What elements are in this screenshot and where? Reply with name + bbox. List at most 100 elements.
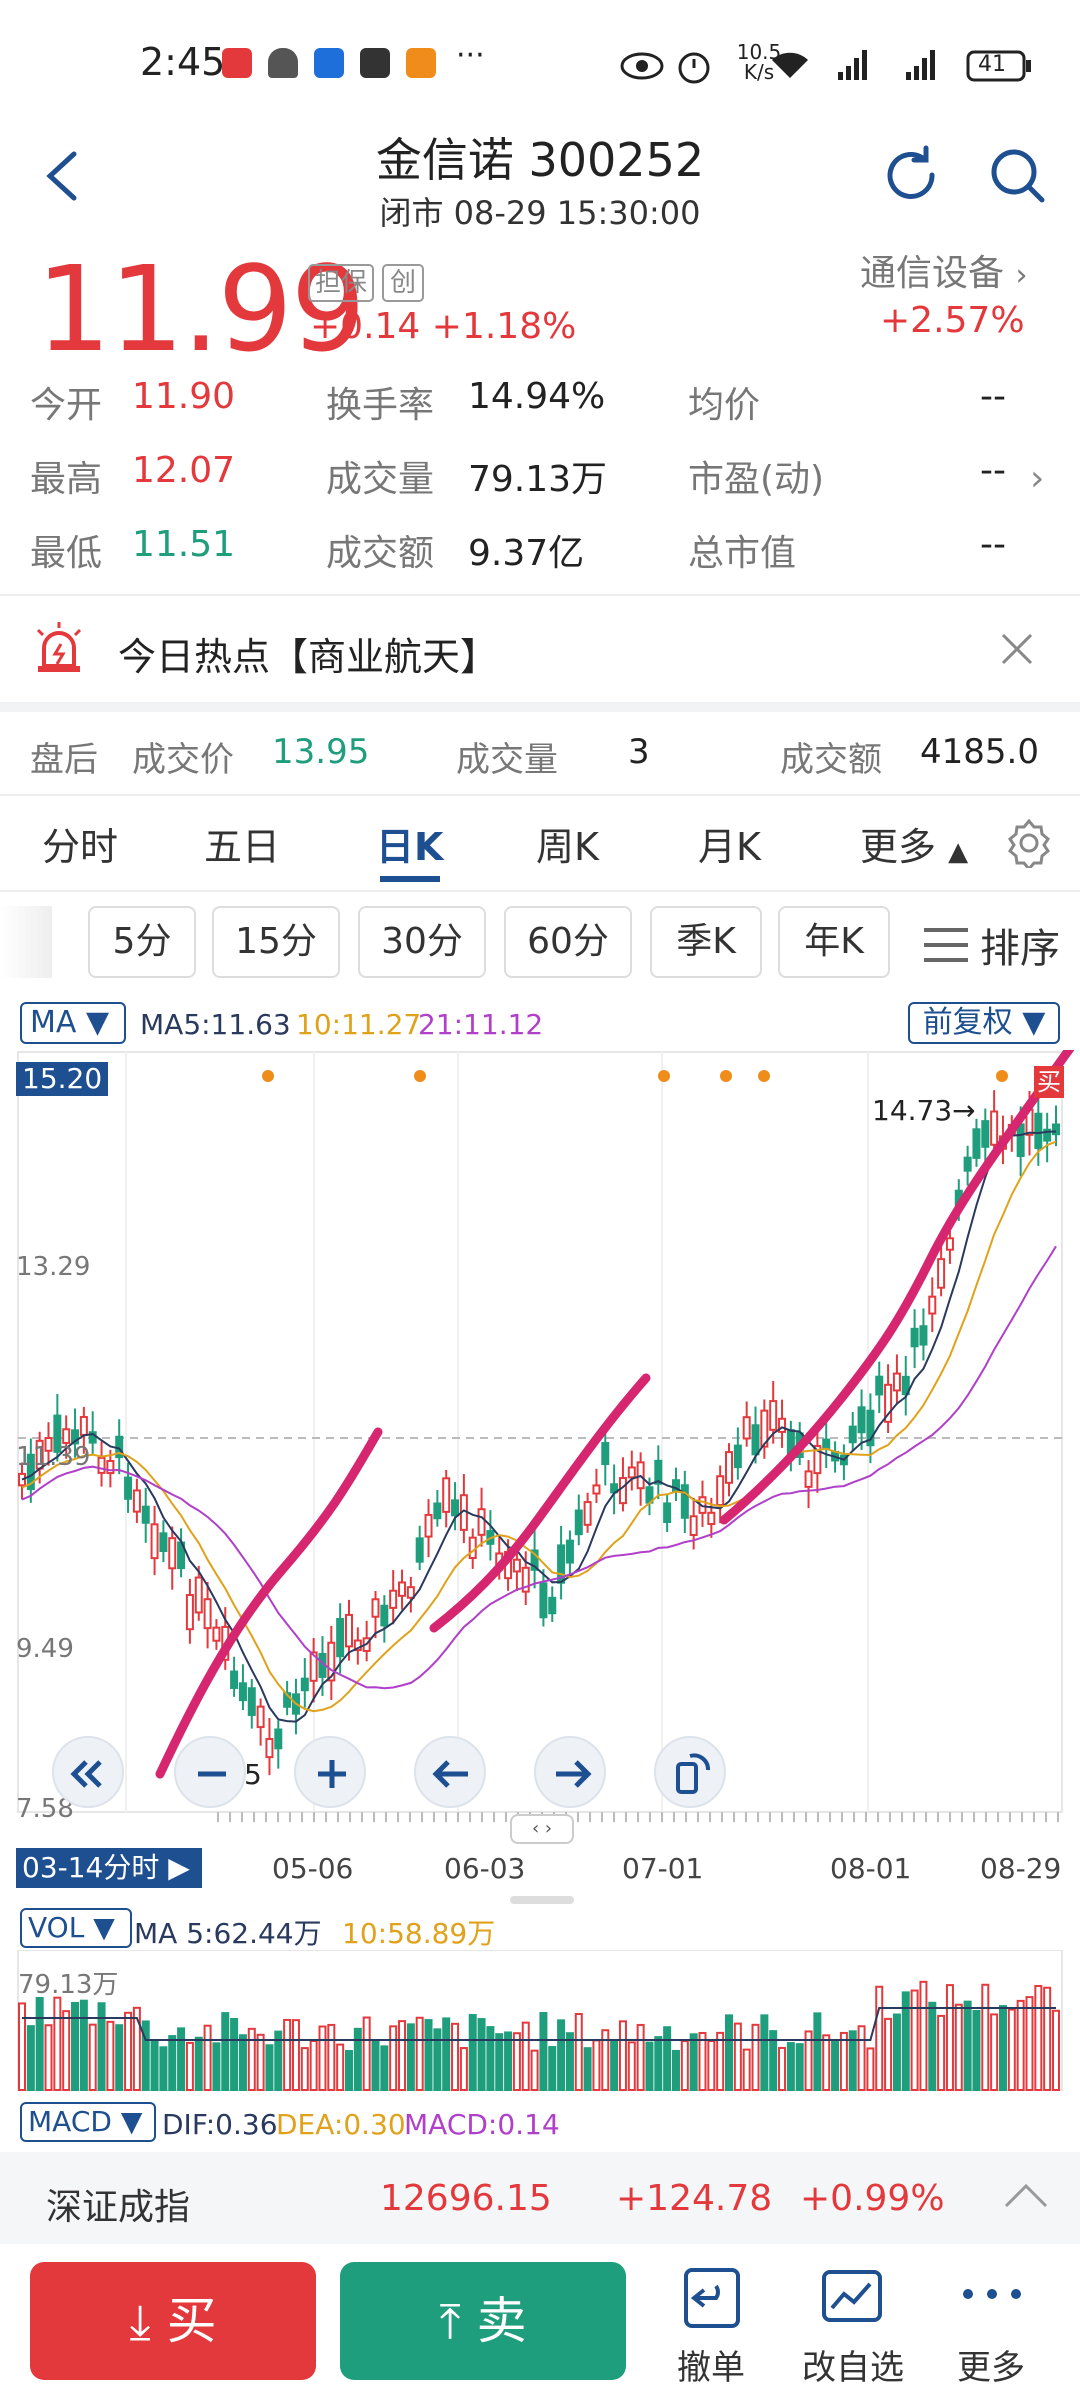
candle	[327, 1641, 336, 1682]
volume-bar	[247, 2027, 256, 2091]
settings-gear-icon[interactable]	[1004, 818, 1054, 868]
candle	[265, 1737, 274, 1759]
index-name: 深证成指	[46, 2187, 191, 2228]
volume-bar	[884, 2017, 893, 2091]
candle	[963, 1156, 972, 1172]
candle	[707, 1511, 716, 1526]
status-time: 2:45	[140, 40, 226, 84]
volume-bar	[769, 2030, 778, 2091]
candle	[26, 1453, 35, 1491]
chart-drag-handle[interactable]: ‹ ›	[510, 1814, 574, 1844]
index-pct: +0.99%	[800, 2178, 945, 2219]
scroll-fade	[0, 906, 52, 978]
cancel-order-label[interactable]: 撤单	[677, 2348, 745, 2388]
sell-button[interactable]: ⤒ 卖	[340, 2262, 626, 2380]
candle	[344, 1613, 353, 1648]
start-date-label[interactable]: 03-14分时 ▶	[16, 1848, 202, 1888]
vol-selector[interactable]: VOL ▼	[20, 1908, 132, 1948]
move-right-button[interactable]	[534, 1736, 606, 1808]
period-30min[interactable]: 30分	[358, 906, 486, 978]
margin-tag: 担保	[308, 264, 374, 302]
volume-bar	[512, 2032, 521, 2091]
candle	[539, 1582, 548, 1619]
candle	[97, 1456, 106, 1474]
edit-watchlist-icon[interactable]	[820, 2266, 884, 2330]
volume-bar	[981, 1983, 990, 2091]
volume-bar	[990, 2013, 999, 2091]
tab-monthly-k[interactable]: 月K	[698, 825, 761, 869]
buy-button[interactable]: ⤓ 买	[30, 2262, 316, 2380]
tab-more[interactable]: 更多 ▲	[860, 825, 969, 869]
period-60min[interactable]: 60分	[504, 906, 632, 978]
candle	[663, 1502, 672, 1524]
ma10-legend: 10:11.27	[296, 1008, 422, 1041]
hot-topic-banner[interactable]: 今日热点【商业航天】	[0, 596, 1080, 704]
volume-bar	[35, 1997, 44, 2092]
pen-stroke-3	[719, 1050, 1075, 1525]
candle	[442, 1477, 451, 1513]
ma-selector[interactable]: MA ▼	[20, 1002, 126, 1044]
tab-five-day[interactable]: 五日	[204, 825, 281, 869]
candle	[398, 1581, 407, 1597]
y-label: 13.29	[16, 1252, 91, 1282]
huawei-app-icon	[222, 48, 252, 78]
kline-chart[interactable]	[0, 1050, 1080, 2160]
volume-bar	[212, 2042, 221, 2091]
chevron-up-icon[interactable]	[1004, 2182, 1048, 2210]
tab-daily-k[interactable]: 日K	[376, 825, 444, 869]
more-label[interactable]: 更多	[957, 2348, 1025, 2388]
macd-selector[interactable]: MACD ▼	[20, 2102, 156, 2142]
period-quarter-k[interactable]: 季K	[650, 906, 762, 978]
tab-weekly-k[interactable]: 周K	[536, 825, 599, 869]
volume-bar	[477, 2018, 486, 2091]
scroll-left-fast-button[interactable]	[52, 1736, 124, 1808]
macd-dif: DIF:0.36	[162, 2108, 278, 2141]
volume-bar	[168, 2035, 177, 2091]
volume-bar	[424, 2019, 433, 2091]
back-arrow-icon[interactable]	[42, 150, 82, 202]
volume-bar	[804, 2030, 813, 2092]
pen-stroke-2	[429, 1373, 651, 1633]
refresh-icon[interactable]	[880, 144, 942, 206]
zoom-in-button[interactable]	[294, 1736, 366, 1808]
zoom-out-button[interactable]	[174, 1736, 246, 1808]
volume-bar	[733, 2022, 742, 2091]
notification-bell-icon	[268, 48, 298, 78]
volume-bar	[866, 2047, 875, 2091]
alarm-icon	[678, 52, 710, 84]
candle	[353, 1639, 362, 1652]
close-icon[interactable]	[1000, 632, 1034, 666]
volume-bar	[97, 2002, 106, 2092]
panel-resize-handle[interactable]	[510, 1896, 574, 1904]
volume-bar	[901, 1991, 910, 2091]
adjust-selector[interactable]: 前复权 ▼	[908, 1002, 1060, 1044]
period-15min[interactable]: 15分	[212, 906, 340, 978]
chevron-right-icon[interactable]: ›	[1030, 458, 1045, 499]
period-5min[interactable]: 5分	[88, 906, 196, 978]
search-icon[interactable]	[986, 144, 1048, 206]
candle	[256, 1705, 265, 1729]
candle	[44, 1437, 53, 1452]
tab-intraday[interactable]: 分时	[42, 825, 119, 869]
candle	[150, 1523, 159, 1560]
cancel-order-icon[interactable]	[680, 2266, 744, 2330]
edit-watchlist-label[interactable]: 改自选	[802, 2348, 904, 2388]
candle	[804, 1470, 813, 1488]
volume-bar	[539, 2012, 548, 2091]
candle	[751, 1424, 760, 1456]
candle	[1016, 1123, 1025, 1158]
rotate-screen-button[interactable]	[654, 1736, 726, 1808]
sort-button[interactable]: 排序	[980, 926, 1060, 972]
volume-bar	[831, 2041, 840, 2092]
candle	[778, 1417, 787, 1433]
index-bar[interactable]: 深证成指 12696.15 +124.78 +0.99%	[0, 2152, 1080, 2244]
candle	[18, 1472, 26, 1487]
more-dots-icon[interactable]	[960, 2284, 1024, 2304]
volume-bar	[680, 2040, 689, 2092]
industry-link[interactable]: 通信设备 ›	[860, 253, 1028, 294]
candle	[79, 1416, 88, 1436]
event-dot	[720, 1070, 732, 1082]
pen-stroke-1	[155, 1427, 383, 1779]
move-left-button[interactable]	[414, 1736, 486, 1808]
period-year-k[interactable]: 年K	[778, 906, 890, 978]
